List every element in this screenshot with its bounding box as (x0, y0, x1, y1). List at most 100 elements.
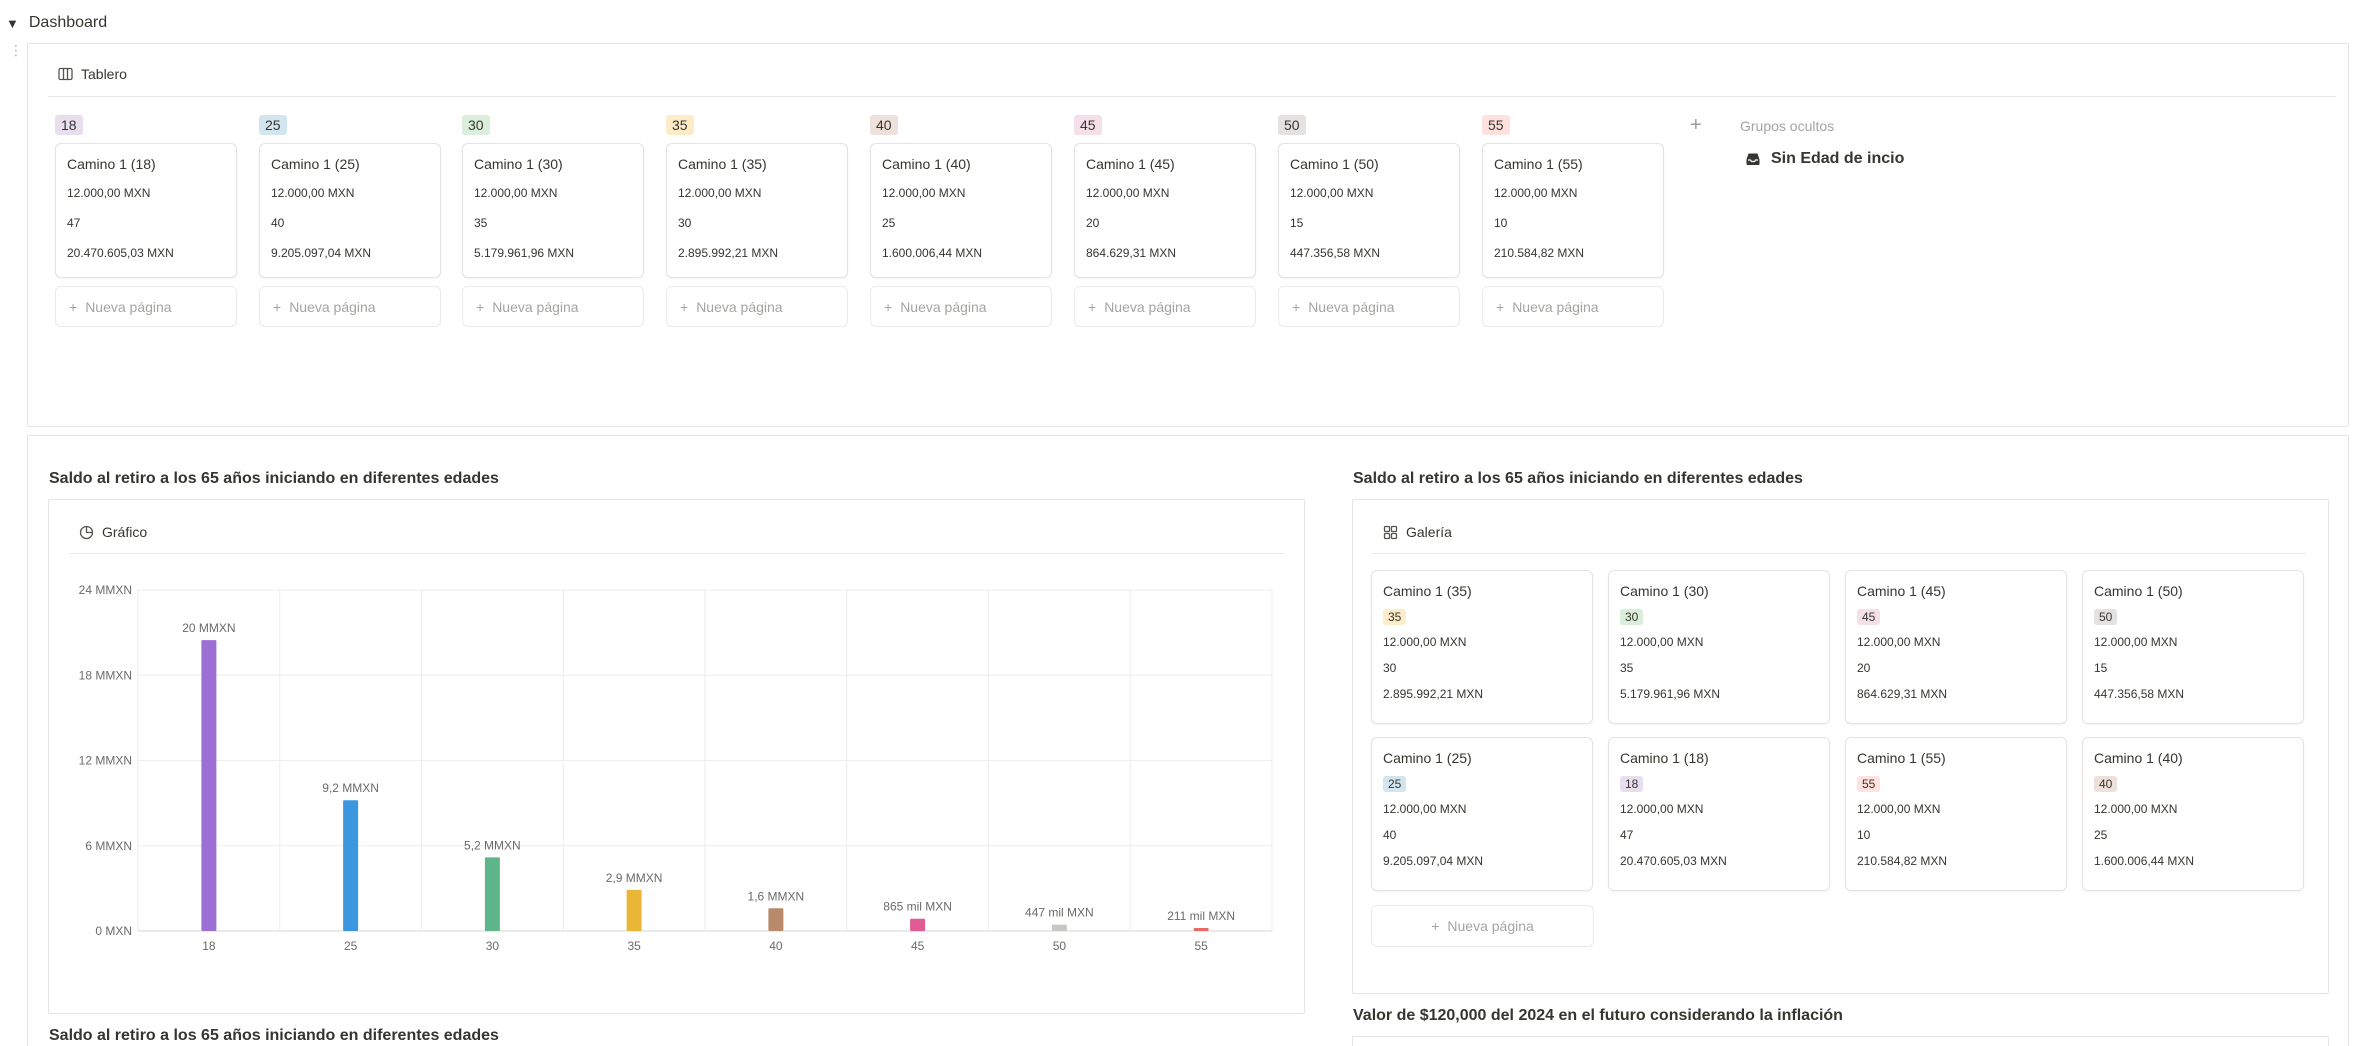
data-label: 447 mil MXN (1025, 906, 1094, 920)
data-label: 5,2 MMXN (464, 838, 521, 852)
gallery-card-tag: 40 (2094, 776, 2118, 792)
tab-tablero[interactable]: Tablero (57, 66, 127, 82)
board-card[interactable]: Camino 1 (55) 12.000,00 MXN 10 210.584,82 M… (1482, 143, 1664, 278)
gallery-card-tag: 25 (1383, 776, 1407, 792)
y-tick-label: 18 MMXN (79, 668, 132, 682)
gallery-card-title: Camino 1 (35) (1383, 583, 1472, 599)
board-column-35: 35 Camino 1 (35) 12.000,00 MXN 30 2.895.992,… (666, 115, 848, 327)
new-page-label: Nueva página (85, 298, 172, 315)
new-page-button[interactable]: + Nueva página (1074, 286, 1256, 327)
plus-icon: + (1496, 298, 1505, 315)
gallery-card[interactable]: Camino 1 (45) 45 12.000,00 MXN 20 864.629,31… (1845, 570, 2067, 724)
inflation-section-title: Valor de $120,000 del 2024 en el futuro … (1353, 1007, 1843, 1024)
group-tag[interactable]: 18 (55, 115, 83, 135)
new-page-button[interactable]: + Nueva página (1278, 286, 1460, 327)
new-page-button[interactable]: + Nueva página (462, 286, 644, 327)
gallery-card-balance: 864.629,31 MXN (1857, 687, 1948, 701)
group-tag[interactable]: 50 (1278, 115, 1306, 135)
board-card[interactable]: Camino 1 (30) 12.000,00 MXN 35 5.179.961,96… (462, 143, 644, 278)
board-column-55: 55 Camino 1 (55) 12.000,00 MXN 10 210.584,82… (1482, 115, 1664, 327)
plus-icon: + (1088, 298, 1097, 315)
gallery-card[interactable]: Camino 1 (55) 55 12.000,00 MXN 10 210.584,82… (1845, 737, 2067, 891)
new-page-button[interactable]: + Nueva página (259, 286, 441, 327)
tab-galeria[interactable]: Galería (1382, 524, 1452, 540)
bar-35 (626, 889, 642, 931)
gallery-card-years: 35 (1620, 661, 1634, 675)
tab-tablero-label: Tablero (81, 66, 127, 82)
gallery-card-amount: 12.000,00 MXN (1857, 802, 1941, 816)
new-page-label: Nueva página (1512, 298, 1599, 315)
gallery-card[interactable]: Camino 1 (25) 25 12.000,00 MXN 40 9.205.097,… (1371, 737, 1593, 891)
group-tag[interactable]: 35 (666, 115, 694, 135)
new-page-button[interactable]: + Nueva página (666, 286, 848, 327)
card-amount: 12.000,00 MXN (882, 186, 966, 200)
gallery-card-title: Camino 1 (45) (1857, 583, 1946, 599)
card-title: Camino 1 (55) (1494, 156, 1583, 172)
group-tag[interactable]: 40 (870, 115, 898, 135)
gallery-divider (1372, 553, 2306, 554)
card-years: 25 (882, 216, 896, 230)
tab-grafico[interactable]: Gráfico (78, 524, 147, 540)
board-card[interactable]: Camino 1 (40) 12.000,00 MXN 25 1.600.006,44… (870, 143, 1052, 278)
plus-icon: + (884, 298, 893, 315)
gallery-card[interactable]: Camino 1 (30) 30 12.000,00 MXN 35 5.179.961,… (1608, 570, 1830, 724)
bar-25 (343, 800, 359, 931)
gallery-card-balance: 210.584,82 MXN (1857, 854, 1948, 868)
card-balance: 2.895.992,21 MXN (678, 246, 779, 260)
card-amount: 12.000,00 MXN (1086, 186, 1170, 200)
card-amount: 12.000,00 MXN (474, 186, 558, 200)
card-title: Camino 1 (18) (67, 156, 156, 172)
new-page-button[interactable]: + Nueva página (55, 286, 237, 327)
gallery-card[interactable]: Camino 1 (50) 50 12.000,00 MXN 15 447.356,58… (2082, 570, 2304, 724)
chart-box (48, 499, 1305, 1014)
card-balance: 1.600.006,44 MXN (882, 246, 983, 260)
group-tag[interactable]: 45 (1074, 115, 1102, 135)
new-page-label: Nueva página (900, 298, 987, 315)
gallery-card-years: 30 (1383, 661, 1397, 675)
gallery-card-years: 40 (1383, 828, 1397, 842)
plus-icon: + (1292, 298, 1301, 315)
board-card[interactable]: Camino 1 (45) 12.000,00 MXN 20 864.629,31 M… (1074, 143, 1256, 278)
no-group-item[interactable]: Sin Edad de incio (1745, 150, 1904, 168)
bottom-left-section-title: Saldo al retiro a los 65 años iniciando … (49, 1027, 499, 1044)
plus-icon: + (1431, 918, 1440, 934)
card-balance: 20.470.605,03 MXN (67, 246, 174, 260)
pie-chart-icon (78, 524, 94, 540)
new-page-button[interactable]: + Nueva página (1482, 286, 1664, 327)
data-label: 1,6 MMXN (748, 889, 805, 903)
gallery-section-title: Saldo al retiro a los 65 años iniciando … (1353, 470, 1803, 487)
board-column-45: 45 Camino 1 (45) 12.000,00 MXN 20 864.629,31… (1074, 115, 1256, 327)
new-page-button[interactable]: + Nueva página (870, 286, 1052, 327)
gallery-card-years: 10 (1857, 828, 1871, 842)
group-tag[interactable]: 25 (259, 115, 287, 135)
board-icon (57, 66, 73, 82)
gallery-card[interactable]: Camino 1 (35) 35 12.000,00 MXN 30 2.895.992,… (1371, 570, 1593, 724)
chart-section-title: Saldo al retiro a los 65 años iniciando … (49, 470, 499, 487)
group-tag[interactable]: 30 (462, 115, 490, 135)
gallery-card-title: Camino 1 (40) (2094, 750, 2183, 766)
triangle-down-icon[interactable]: ▼ (6, 15, 19, 31)
drag-handle-icon[interactable]: ⋮⋮ (9, 42, 35, 58)
gallery-card-amount: 12.000,00 MXN (1857, 635, 1941, 649)
board-card[interactable]: Camino 1 (50) 12.000,00 MXN 15 447.356,58 M… (1278, 143, 1460, 278)
gallery-card-balance: 2.895.992,21 MXN (1383, 687, 1484, 701)
gallery-card-amount: 12.000,00 MXN (1620, 802, 1704, 816)
gallery-card[interactable]: Camino 1 (40) 40 12.000,00 MXN 25 1.600.006,… (2082, 737, 2304, 891)
board-card[interactable]: Camino 1 (35) 12.000,00 MXN 30 2.895.992,21… (666, 143, 848, 278)
board-card[interactable]: Camino 1 (18) 12.000,00 MXN 47 20.470.605,0… (55, 143, 237, 278)
gallery-card-tag: 55 (1857, 776, 1881, 792)
gallery-new-page-button[interactable]: + Nueva página (1371, 905, 1594, 947)
board-card[interactable]: Camino 1 (25) 12.000,00 MXN 40 9.205.097,04… (259, 143, 441, 278)
chart-divider (69, 553, 1284, 554)
group-tag[interactable]: 55 (1482, 115, 1510, 135)
gallery-icon (1382, 524, 1398, 540)
tab-galeria-label: Galería (1406, 524, 1452, 540)
plus-icon[interactable]: + (1690, 114, 1702, 136)
gallery-card-title: Camino 1 (18) (1620, 750, 1709, 766)
gallery-card[interactable]: Camino 1 (18) 18 12.000,00 MXN 47 20.470.605… (1608, 737, 1830, 891)
x-tick-label: 18 (202, 939, 216, 953)
card-title: Camino 1 (35) (678, 156, 767, 172)
dashboard-toggle[interactable]: ▼ Dashboard (6, 12, 107, 34)
gallery-card-title: Camino 1 (50) (2094, 583, 2183, 599)
hidden-groups-label[interactable]: Grupos ocultos (1740, 118, 1835, 134)
